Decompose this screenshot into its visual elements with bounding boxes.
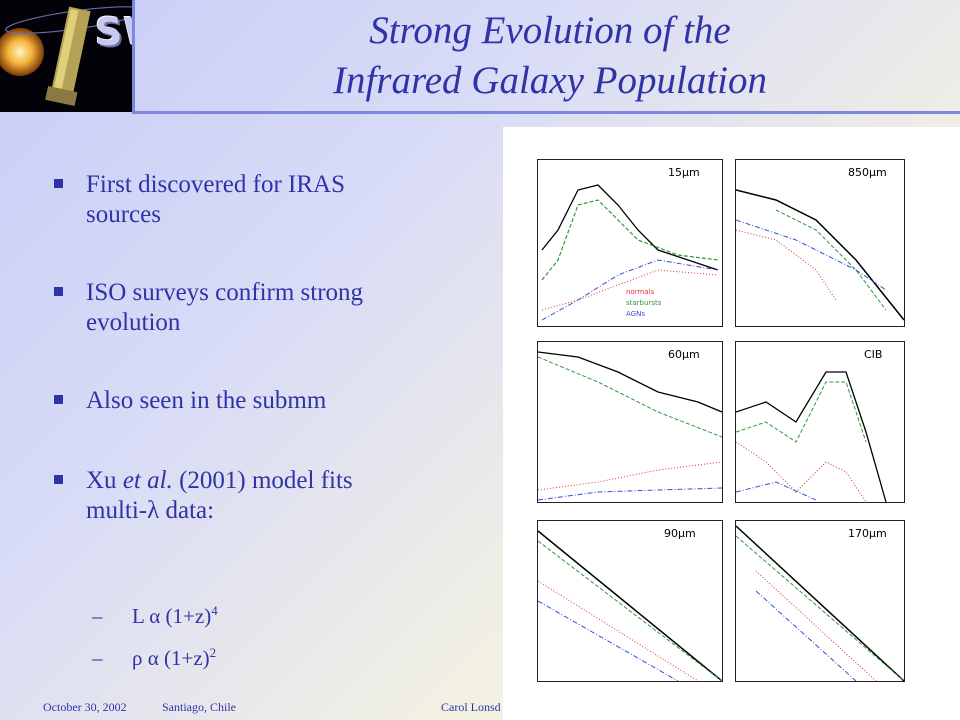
- dash: –: [92, 646, 103, 670]
- legend-starbursts: starbursts: [626, 299, 662, 307]
- bullet-text: ISO surveys confirm strong evolution: [86, 279, 364, 336]
- total-curve: [735, 525, 905, 682]
- bullet-submm: Also seen in the submm: [52, 386, 472, 416]
- total-curve: [735, 189, 905, 321]
- model-fit-figure: 15μm normals starbursts AGNs 850μm 60μm …: [503, 127, 960, 720]
- panel-label: 850μm: [848, 166, 887, 179]
- bullet-text-post: (2001) model fits multi-λ data:: [86, 467, 353, 524]
- total-curve: [541, 184, 719, 271]
- panel-90um-plot: [537, 530, 723, 682]
- bullet-list: First discovered for IRAS sources ISO su…: [52, 170, 472, 574]
- starburst-curve: [537, 356, 723, 438]
- square-bullet-icon: [54, 475, 63, 484]
- agn-curve: [735, 481, 817, 501]
- panel-label: CIB: [864, 348, 883, 361]
- normals-curve: [735, 229, 837, 301]
- swire-wordmark: SWIRE: [95, 10, 132, 54]
- swire-logo: SWIRE: [0, 0, 132, 112]
- panel-label: 15μm: [668, 166, 700, 179]
- agn-curve: [541, 259, 719, 321]
- starburst-curve: [735, 381, 867, 443]
- footer-place: Santiago, Chile: [162, 700, 236, 714]
- panel-15um-plot: [541, 184, 719, 321]
- exponent: 2: [209, 645, 217, 660]
- square-bullet-icon: [54, 395, 63, 404]
- panel-850um-plot: [735, 189, 905, 321]
- bullet-text-em: et al.: [122, 467, 173, 494]
- legend-normals: normals: [626, 288, 655, 296]
- panel-15um: 15μm normals starbursts AGNs: [537, 159, 723, 327]
- slide-title: Strong Evolution of the Infrared Galaxy …: [150, 6, 950, 106]
- sub-bullet-luminosity: – L α (1+z)4: [92, 603, 218, 629]
- header-divider-vertical: [132, 0, 135, 112]
- sub-bullet-text: ρ α (1+z): [132, 646, 210, 670]
- title-line-1: Strong Evolution of the: [369, 9, 731, 52]
- agn-curve: [537, 487, 723, 501]
- spitzer-telescope-icon: [0, 0, 132, 112]
- panel-60um-plot: [537, 351, 723, 501]
- total-curve: [537, 351, 723, 413]
- panel-170um-plot: [735, 525, 905, 682]
- bullet-xu-model: Xu et al. (2001) model fits multi-λ data…: [52, 466, 416, 526]
- agn-curve: [537, 600, 679, 682]
- bullet-iso: ISO surveys confirm strong evolution: [52, 278, 386, 338]
- legend-agns: AGNs: [626, 310, 645, 318]
- sub-bullet-text: L α (1+z): [132, 604, 212, 628]
- panel-170um: 170μm: [735, 520, 905, 682]
- panel-60um: 60μm: [537, 341, 723, 503]
- agn-curve: [755, 590, 857, 682]
- panel-90um: 90μm: [537, 520, 723, 682]
- bullet-text: First discovered for IRAS sources: [86, 171, 345, 228]
- header-divider: [132, 111, 960, 114]
- agn-curve: [735, 219, 887, 291]
- starburst-curve: [537, 540, 723, 682]
- bullet-iras: First discovered for IRAS sources: [52, 170, 416, 230]
- panel-label: 60μm: [668, 348, 700, 361]
- normals-curve: [537, 461, 723, 491]
- total-curve: [537, 530, 723, 682]
- exponent: 4: [211, 603, 218, 618]
- starburst-curve: [775, 209, 887, 311]
- dash: –: [92, 604, 103, 628]
- panel-850um: 850μm: [735, 159, 905, 327]
- normals-curve: [735, 441, 867, 503]
- panel-label: 170μm: [848, 527, 887, 540]
- starburst-curve: [541, 199, 719, 281]
- sub-bullet-density: – ρ α (1+z)2: [92, 645, 216, 671]
- total-curve: [735, 371, 887, 503]
- starburst-curve: [735, 535, 905, 682]
- footer-author: Carol Lonsd: [441, 700, 501, 714]
- normals-curve: [755, 570, 877, 682]
- title-line-2: Infrared Galaxy Population: [333, 59, 767, 102]
- footer-date: October 30, 2002: [43, 700, 127, 714]
- panel-cib-plot: [735, 371, 887, 503]
- bullet-text: Also seen in the submm: [86, 387, 327, 414]
- square-bullet-icon: [54, 287, 63, 296]
- panel-cib: CIB: [735, 341, 905, 503]
- panel-label: 90μm: [664, 527, 696, 540]
- square-bullet-icon: [54, 179, 63, 188]
- bullet-text-pre: Xu: [86, 467, 123, 494]
- normals-curve: [541, 269, 719, 311]
